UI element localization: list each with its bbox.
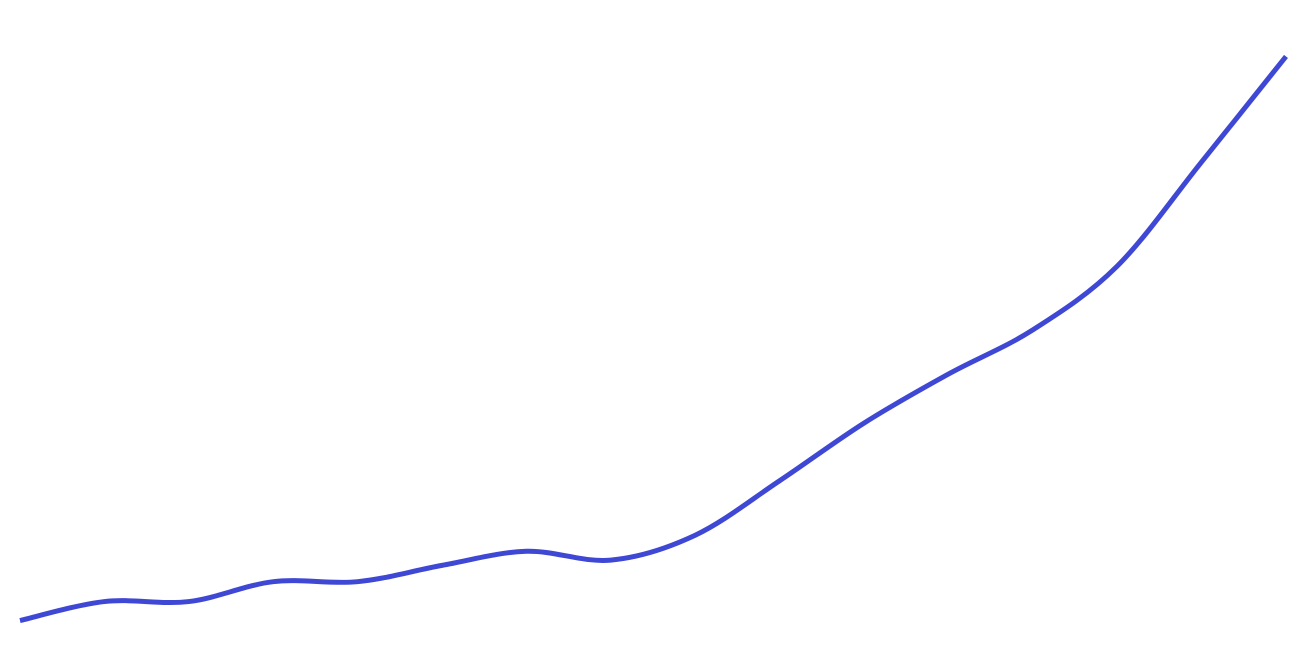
series-line-1 <box>19 54 1288 624</box>
plot-area <box>19 54 1288 624</box>
